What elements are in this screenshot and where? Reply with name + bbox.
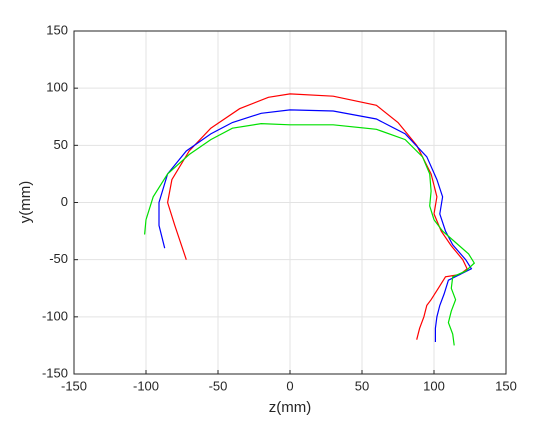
x-axis-label: z(mm) [269, 399, 311, 416]
line [158, 109, 473, 342]
x-tick-label: -100 [133, 378, 159, 393]
plot-frame [73, 30, 507, 375]
line [144, 122, 476, 346]
x-tick-label: -50 [209, 378, 228, 393]
x-tick-label: 100 [423, 378, 445, 393]
y-tick-label: -50 [49, 251, 68, 266]
y-tick-label: 0 [61, 194, 68, 209]
x-tick-label: 50 [355, 378, 369, 393]
x-tick-label: 150 [495, 378, 517, 393]
y-tick-label: -100 [42, 308, 68, 323]
y-tick-label: 150 [46, 22, 68, 37]
y-axis-label: y(mm) [17, 181, 34, 223]
x-tick-label: -150 [61, 378, 87, 393]
y-tick-label: -150 [42, 365, 68, 380]
y-tick-label: 100 [46, 80, 68, 95]
y-tick-label: 50 [54, 137, 68, 152]
line [166, 93, 468, 340]
x-tick-label: 0 [286, 378, 293, 393]
